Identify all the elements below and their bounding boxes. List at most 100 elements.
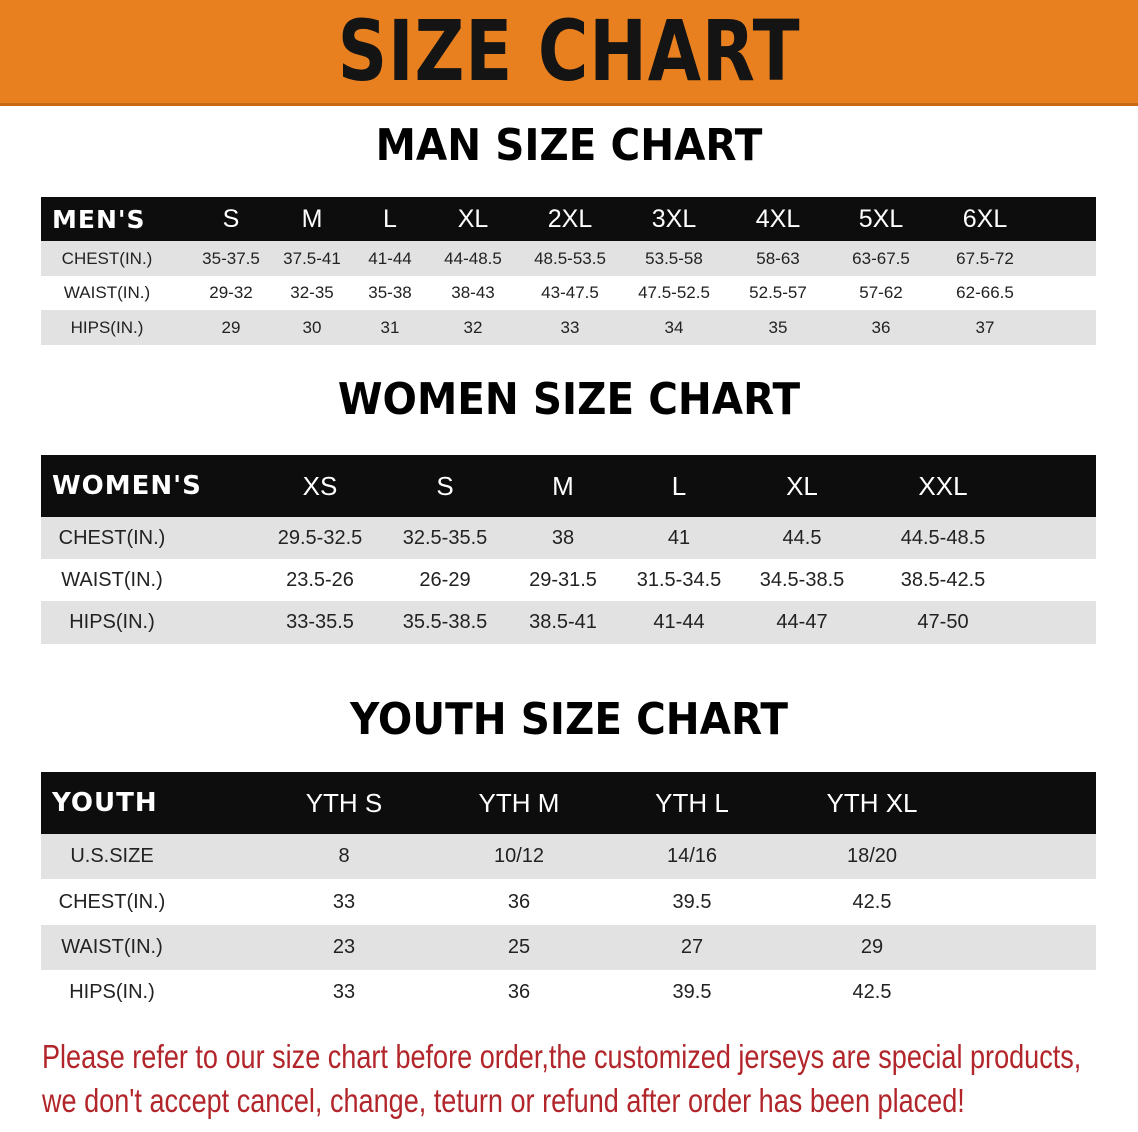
size-column-header: XL [786,470,818,501]
measurement-value: 29-31.5 [529,568,597,591]
measurement-value: 39.5 [672,981,712,1003]
table-row: WAIST(IN.) 29-32 32-35 35-38 38-43 43-47.5 47.… [41,276,1096,310]
measurement-label: CHEST(IN.) [58,526,166,549]
size-column-header: 2XL [547,204,593,233]
measurement-value: 36 [507,981,531,1003]
measurement-value: 58-63 [756,248,800,268]
size-column-header: M [552,470,574,501]
size-chart-banner: SIZE CHART [0,0,1138,106]
men-section-title: MAN SIZE CHART [375,120,763,171]
measurement-value: 32-35 [290,283,334,302]
size-column-header: L [383,204,397,233]
measurement-value: 31 [380,317,400,337]
size-column-header: 3XL [651,204,697,233]
measurement-value: 30 [302,317,322,337]
measurement-value: 39.5 [672,890,712,913]
women-header-row: WOMEN'S XS S M L XL XXL [41,455,1096,517]
banner-title: SIZE CHART [337,2,801,100]
measurement-value: 25 [507,936,531,958]
youth-size-table: YOUTH YTH S YTH M YTH L YTH XL U.S.SIZE 8 10/12… [41,772,1096,1015]
measurement-value: 37.5-41 [283,248,341,268]
measurement-value: 44-47 [776,611,828,633]
measurement-value: 33 [332,981,356,1003]
women-size-table: WOMEN'S XS S M L XL XXL CHEST(IN.) 29.5-32.5 32.5… [41,455,1096,644]
size-column-header: L [671,470,687,501]
table-row: WAIST(IN.) 23.5-26 26-29 29-31.5 31.5-34.5 34… [41,559,1096,601]
size-column-header: 5XL [858,204,904,233]
measurement-value: 36 [507,890,531,913]
measurement-value: 44.5-48.5 [900,526,986,549]
women-section-title: WOMEN SIZE CHART [337,374,801,425]
size-column-header: 6XL [962,204,1008,233]
size-column-header: XXL [918,470,968,501]
measurement-value: 41 [667,526,691,549]
measurement-value: 35-38 [368,283,412,302]
measurement-value: 41-44 [368,248,412,268]
measurement-label: HIPS(IN.) [70,317,144,337]
table-row: WAIST(IN.) 23 25 27 29 [41,925,1096,970]
table-row: CHEST(IN.) 29.5-32.5 32.5-35.5 38 41 44.5 44.5… [41,517,1096,559]
measurement-label: CHEST(IN.) [61,248,153,268]
men-header-row: MEN'S S M L XL 2XL 3XL 4XL 5XL 6XL [41,197,1096,241]
measurement-label: WAIST(IN.) [63,283,151,302]
size-column-header: S [222,204,240,233]
women-header-label: WOMEN'S [52,471,202,501]
measurement-value: 47.5-52.5 [638,283,710,302]
measurement-value: 26-29 [419,568,471,591]
size-column-header: 4XL [755,204,801,233]
measurement-value: 18/20 [846,845,898,867]
measurement-value: 34.5-38.5 [759,568,845,591]
measurement-value: 29 [221,317,241,337]
notice-line-1: Please refer to our size chart before or… [42,1038,1082,1075]
table-row: CHEST(IN.) 33 36 39.5 42.5 [41,879,1096,925]
size-column-header: XL [457,204,489,233]
measurement-value: 14/16 [666,845,718,867]
size-column-header: YTH XL [826,787,918,818]
table-row: CHEST(IN.) 35-37.5 37.5-41 41-44 44-48.5 48.5… [41,241,1096,276]
measurement-value: 67.5-72 [956,248,1014,268]
men-header-label: MEN'S [52,204,146,234]
size-column-header: XS [302,470,338,501]
measurement-value: 38.5-41 [529,611,597,633]
measurement-value: 10/12 [493,845,545,867]
size-column-header: S [436,470,454,501]
measurement-value: 8 [338,845,350,867]
measurement-value: 35.5-38.5 [402,611,488,633]
size-column-header: YTH M [478,787,560,818]
measurement-value: 29-32 [209,283,253,302]
measurement-value: 63-67.5 [852,248,910,268]
measurement-value: 23.5-26 [286,568,354,591]
measurement-value: 52.5-57 [749,283,807,302]
measurement-value: 44-48.5 [444,248,502,268]
measurement-value: 29.5-32.5 [277,526,363,549]
measurement-value: 31.5-34.5 [636,568,722,591]
men-size-table: MEN'S S M L XL 2XL 3XL 4XL 5XL 6XL CHEST(IN.) 35-37… [41,197,1096,345]
measurement-value: 43-47.5 [541,283,599,302]
notice-line-2: we don't accept cancel, change, teturn o… [42,1082,965,1119]
table-row: HIPS(IN.) 33-35.5 35.5-38.5 38.5-41 41-44 44-… [41,601,1096,644]
measurement-value: 32.5-35.5 [402,526,488,549]
table-row: U.S.SIZE 8 10/12 14/16 18/20 [41,834,1096,879]
measurement-value: 29 [860,936,884,958]
measurement-value: 38.5-42.5 [900,568,986,591]
measurement-value: 32 [463,317,483,337]
measurement-value: 33-35.5 [286,611,354,633]
measurement-label: HIPS(IN.) [69,611,155,633]
size-column-header: YTH L [655,787,729,818]
measurement-label: HIPS(IN.) [69,981,155,1003]
youth-header-row: YOUTH YTH S YTH M YTH L YTH XL [41,772,1096,834]
measurement-value: 37 [975,317,995,337]
measurement-value: 38-43 [451,283,495,302]
measurement-value: 33 [332,890,356,913]
size-column-header: YTH S [305,787,383,818]
size-column-header: M [301,204,323,233]
measurement-value: 38 [551,526,575,549]
measurement-value: 47-50 [917,611,969,633]
measurement-label: WAIST(IN.) [61,568,163,591]
measurement-value: 34 [664,317,684,337]
youth-section-title: YOUTH SIZE CHART [350,694,788,745]
measurement-value: 53.5-58 [645,248,703,268]
measurement-value: 42.5 [852,981,892,1003]
measurement-value: 57-62 [859,283,903,302]
measurement-value: 33 [560,317,580,337]
